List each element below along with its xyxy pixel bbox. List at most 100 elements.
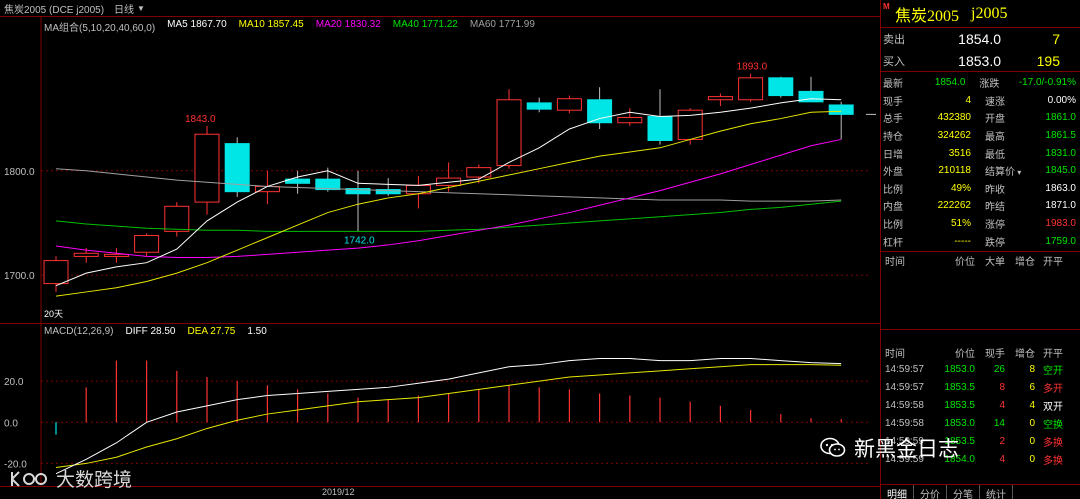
tick-volume: 4 — [999, 399, 1005, 411]
col-oi: 增仓 — [1015, 256, 1035, 268]
high-annotation: 1893.0 — [737, 62, 768, 73]
x-axis-label: 2019/12 — [322, 487, 355, 497]
tick-volume: 2 — [999, 435, 1005, 447]
macd-legend: MACD(12,26,9) DIFF 28.50 DEA 27.75 1.50 — [44, 326, 267, 337]
detail-tabs: 明细 分价 分笔 统计 — [881, 484, 1080, 499]
quote-label: 现手 — [883, 96, 903, 108]
quote-value: 1863.0 — [1045, 182, 1076, 194]
candle-body — [164, 205, 190, 232]
tab-1[interactable]: 分价 — [914, 485, 947, 499]
candle-body — [73, 252, 99, 257]
quote-label: 杠杆 — [883, 237, 903, 249]
quote-row: 外盘 210118 结算价 ▾ 1845.0 — [881, 162, 1080, 180]
quote-value: 222262 — [937, 200, 971, 212]
brand-watermark: 大数跨境 — [10, 465, 132, 492]
tick-nature: 多换 — [1043, 455, 1063, 467]
quote-label: 最新 — [883, 79, 903, 91]
main-kline-chart[interactable]: MA组合(5,10,20,40,60,0) MA5 1867.70 MA10 1… — [0, 16, 880, 324]
col-price: 价位 — [955, 256, 975, 268]
chevron-down-icon[interactable]: ▼ — [137, 3, 145, 13]
quote-value: 1831.0 — [1045, 147, 1076, 159]
candle-body — [496, 99, 522, 167]
tick-nature: 多开 — [1043, 383, 1063, 395]
candle-body — [617, 117, 643, 124]
wechat-watermark: 新黑金日志 — [820, 433, 959, 463]
chevron-down-icon[interactable]: ▾ — [1015, 168, 1022, 178]
ma-indicator-label[interactable]: MA组合(5,10,20,40,60,0) — [44, 23, 156, 34]
tick-nature: 空换 — [1043, 419, 1063, 431]
quote-label: 持仓 — [883, 132, 903, 144]
contract-name: 焦炭2005 — [895, 7, 960, 25]
y-tick-label: 0.0 — [4, 418, 18, 429]
col-bigorder: 大单 — [985, 256, 1005, 268]
tick-volume: 14 — [993, 417, 1005, 429]
candle-body — [587, 99, 613, 124]
macd-svg: 20.0 0.0 -20.0 — [4, 324, 870, 487]
low-annotation: 1742.0 — [344, 235, 375, 246]
tick-price: 1853.5 — [944, 399, 975, 411]
diff-value: DIFF 28.50 — [125, 326, 176, 337]
contract-code: j2005 — [971, 4, 1008, 22]
ma20-value: MA20 1830.32 — [315, 19, 381, 30]
bid-label: 买入 — [883, 56, 905, 68]
tick-price: 1853.5 — [944, 381, 975, 393]
col-nature: 开平 — [1043, 256, 1063, 268]
tick-nature: 空开 — [1043, 365, 1063, 377]
tab-0[interactable]: 明细 — [881, 485, 914, 499]
tab-2[interactable]: 分笔 — [947, 485, 980, 499]
ma40-line — [55, 200, 842, 232]
tick-detail-section: 时间 价位 现手 增仓 开平 14:59:57 1853.0 26 8 空开 14:59:… — [881, 344, 1080, 468]
candle-body — [526, 102, 552, 110]
tick-volume: 26 — [993, 363, 1005, 375]
tick-header: 时间 价位 现手 增仓 开平 — [881, 344, 1080, 360]
quote-row: 比例 51% 涨停 1983.0 — [881, 215, 1080, 233]
ask-row[interactable]: 卖出 1854.0 7 — [881, 28, 1080, 50]
quote-label: 外盘 — [883, 167, 903, 179]
col-volume: 现手 — [985, 348, 1005, 360]
quote-value: 210118 — [938, 165, 971, 177]
quote-label: 结算价 ▾ — [985, 167, 1022, 179]
quote-label: 内盘 — [883, 202, 903, 214]
candle-body — [345, 188, 371, 195]
x-axis: 2019/12 — [0, 486, 880, 499]
macd-chart[interactable]: MACD(12,26,9) DIFF 28.50 DEA 27.75 1.50 … — [0, 323, 880, 487]
big-order-section: 时间 价位 大单 增仓 开平 — [881, 252, 1080, 330]
period-selector[interactable]: 日线 — [114, 4, 135, 16]
tick-time: 14:59:57 — [885, 363, 924, 375]
quote-value: 1861.0 — [1045, 112, 1076, 124]
tick-oi: 0 — [1029, 453, 1035, 465]
tick-price: 1853.0 — [944, 363, 975, 375]
quote-value: 1871.0 — [1045, 200, 1076, 212]
m-marker-icon: M — [883, 2, 890, 11]
bid-ask: 卖出 1854.0 7 买入 1853.0 195 — [881, 28, 1080, 72]
tick-time: 14:59:58 — [885, 399, 924, 411]
ask-price: 1854.0 — [958, 31, 1001, 47]
quote-label: 开盘 — [985, 114, 1005, 126]
quote-row: 内盘 222262 昨结 1871.0 — [881, 197, 1080, 215]
quote-label: 涨停 — [985, 220, 1005, 232]
y-tick-label: 1800.0 — [4, 167, 35, 178]
quote-panel: M 焦炭2005 j2005 卖出 1854.0 7 买入 1853.0 195… — [880, 0, 1080, 499]
local-high-annotation: 1843.0 — [185, 114, 216, 125]
quote-label: 比例 — [883, 220, 903, 232]
ma20-line — [55, 138, 842, 258]
quote-label: 比例 — [883, 184, 903, 196]
candle-body — [134, 235, 160, 253]
tick-row: 14:59:59 1853.5 2 0 多换 — [881, 432, 1080, 450]
macd-indicator-label[interactable]: MACD(12,26,9) — [44, 326, 114, 337]
y-tick-label: 1700.0 — [4, 271, 35, 282]
col-price: 价位 — [955, 348, 975, 360]
tick-time: 14:59:58 — [885, 417, 924, 429]
tick-time: 14:59:59 — [885, 453, 924, 465]
tick-oi: 8 — [1029, 363, 1035, 375]
brand-logo-icon — [11, 470, 47, 487]
col-oi: 增仓 — [1015, 348, 1035, 360]
bid-row[interactable]: 买入 1853.0 195 — [881, 50, 1080, 72]
dea-value: DEA 27.75 — [187, 326, 236, 337]
quote-value: 1861.5 — [1045, 130, 1076, 142]
tab-3[interactable]: 统计 — [980, 485, 1013, 499]
tick-row: 14:59:57 1853.0 26 8 空开 — [881, 360, 1080, 378]
ma40-value: MA40 1771.22 — [392, 19, 458, 30]
ask-volume: 7 — [1052, 31, 1060, 47]
tick-oi: 0 — [1029, 435, 1035, 447]
